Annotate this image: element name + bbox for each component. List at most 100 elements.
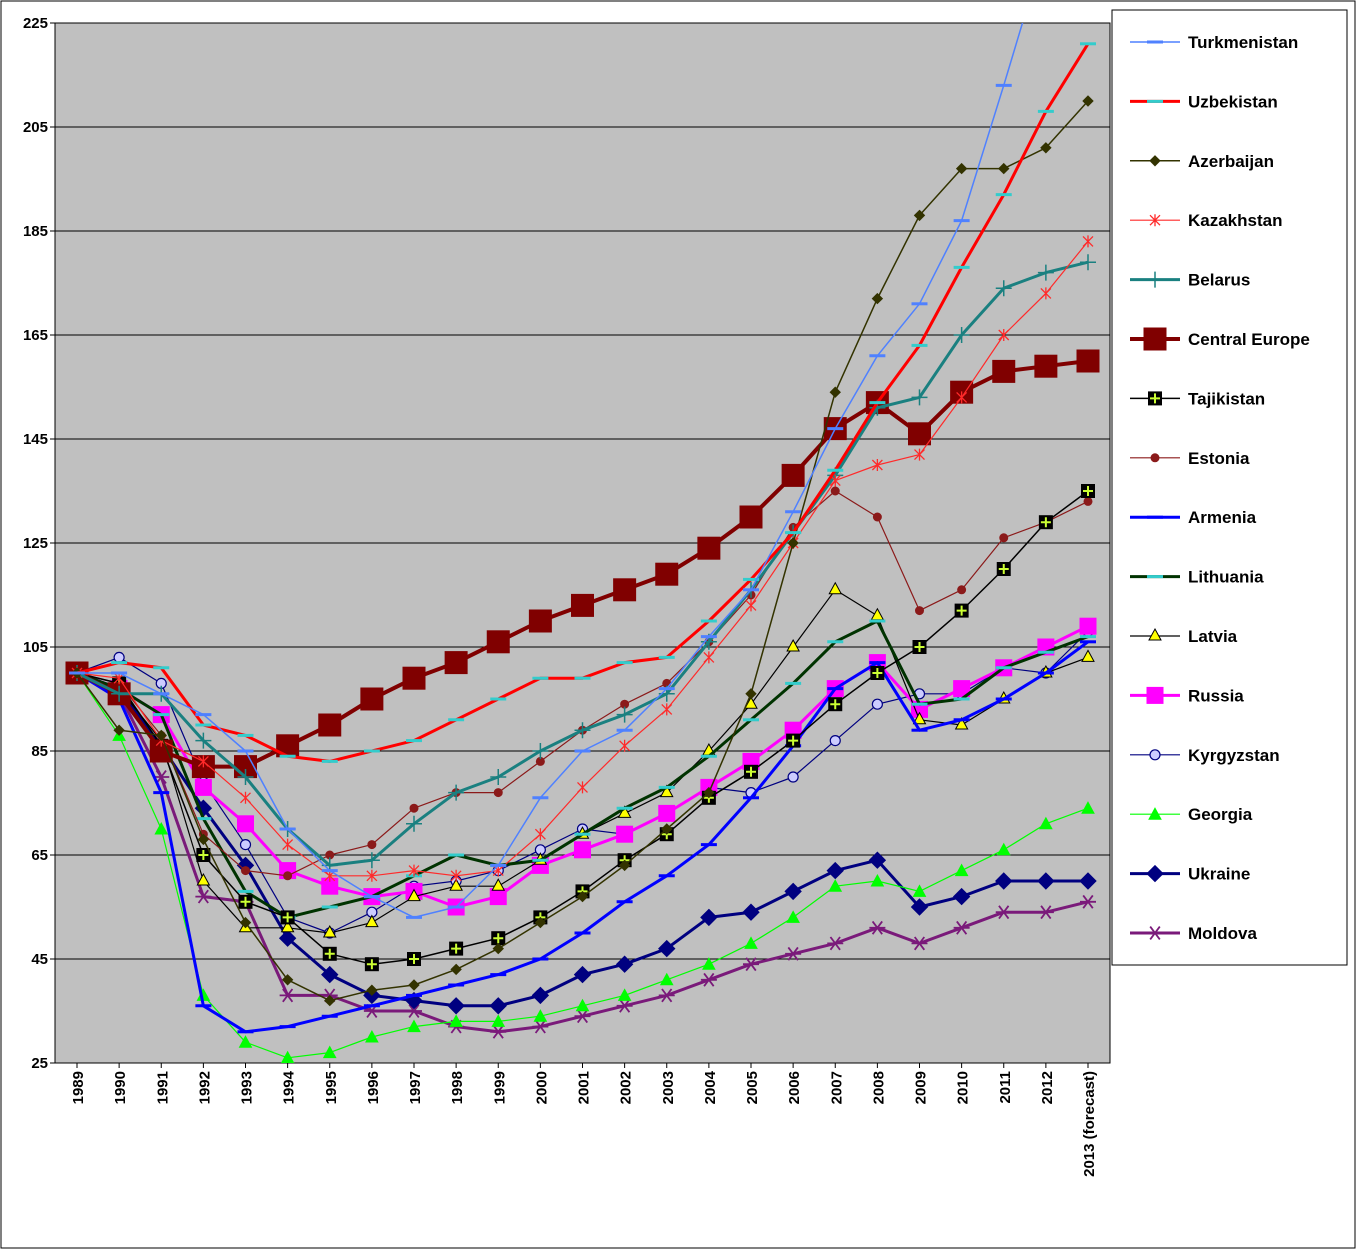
data-point [1082,95,1094,107]
y-tick-label: 225 [23,15,48,32]
legend-item-kyrgyzstan: Kyrgyzstan [1130,746,1280,765]
legend-item-belarus: Belarus [1130,271,1250,290]
data-point [744,936,758,949]
data-point [1080,254,1096,271]
data-point [239,916,252,929]
data-point [871,698,883,710]
legend-item-azerbaijan: Azerbaijan [1130,152,1274,171]
data-point [491,931,506,946]
data-point [956,391,968,404]
data-point [1143,327,1167,351]
data-point [1147,926,1163,940]
data-point [360,687,384,711]
data-point [786,638,800,652]
legend-label: Georgia [1188,805,1253,824]
data-point [449,1014,463,1027]
data-point [111,685,128,702]
legend-label: Estonia [1188,449,1250,468]
data-point [659,784,674,798]
data-point [113,651,125,664]
data-point [742,903,760,921]
data-point [745,688,757,700]
data-point [491,1014,506,1027]
legend-label: Kyrgyzstan [1188,746,1280,765]
series-lines [65,23,1100,1063]
legend-label: Latvia [1188,627,1238,646]
data-point [489,997,507,1015]
data-point [279,988,296,1003]
legend-item-moldova: Moldova [1130,924,1257,943]
data-point [995,280,1012,297]
data-point [787,771,799,783]
y-axis-ticks: 25 45 65 85 105 125 145 165 185 205 225 [23,15,55,1072]
data-point [449,878,463,891]
x-tick-label: 1997 [407,1071,424,1104]
legend-box [1111,9,1348,966]
data-point [616,706,633,723]
data-point [486,630,510,654]
legend-label: Turkmenistan [1188,33,1298,52]
data-point [910,898,929,916]
data-point [658,939,676,958]
data-point [658,988,675,1003]
y-tick-label: 25 [31,1055,48,1072]
data-point [1148,807,1162,820]
data-point [534,916,547,929]
data-point [618,859,631,872]
data-point [195,889,212,904]
data-point [196,872,211,886]
x-tick-label: 1995 [323,1071,340,1104]
data-point [659,972,674,986]
x-tick-label: 1991 [154,1071,171,1104]
data-point [197,833,210,846]
data-point [828,581,843,595]
legend-label: Central Europe [1188,330,1310,349]
legend-label: Tajikistan [1188,389,1265,408]
series-lithuania [69,619,1096,919]
y-tick-label: 205 [23,119,48,136]
data-point [617,988,632,1001]
legend-item-tajikistan: Tajikistan [1130,389,1265,408]
data-point [574,722,591,739]
legend-item-armenia: Armenia [1130,508,1257,527]
data-point [1038,515,1053,530]
data-point [1076,349,1100,373]
y-tick-label: 105 [23,639,48,656]
data-point [365,1029,379,1043]
data-point [995,872,1013,890]
data-point [1081,484,1095,498]
data-point [196,848,211,862]
data-point [911,389,928,406]
data-point [661,823,673,835]
data-point [113,724,125,736]
y-tick-label: 65 [31,847,48,864]
data-point [364,957,379,972]
x-tick-label: 2003 [660,1071,677,1104]
data-point [1079,872,1097,890]
data-point [1040,287,1052,300]
data-point [571,593,594,617]
data-point [322,1045,337,1059]
data-point [1146,686,1164,704]
data-point [702,957,716,970]
data-point [528,609,552,633]
data-point [365,914,379,928]
data-point [322,946,337,961]
data-point [238,894,253,909]
data-point [280,1050,295,1063]
data-point [871,292,884,305]
data-point [703,786,715,799]
data-point [786,910,800,923]
data-point [617,805,632,818]
y-tick-label: 165 [23,327,48,344]
legend: Turkmenistan Uzbekistan Azerbaijan Kazakhst… [1111,9,1348,966]
data-point [828,697,843,712]
data-point [913,209,926,222]
x-axis-ticks: 1989 1990 1991 1992 1993 1994 1995 1996 1997 1998… [70,1063,1098,1177]
data-point [1080,894,1096,909]
data-point [996,842,1011,856]
data-point [366,984,378,996]
data-point [449,941,464,956]
data-point [154,821,169,835]
data-point [999,533,1009,543]
